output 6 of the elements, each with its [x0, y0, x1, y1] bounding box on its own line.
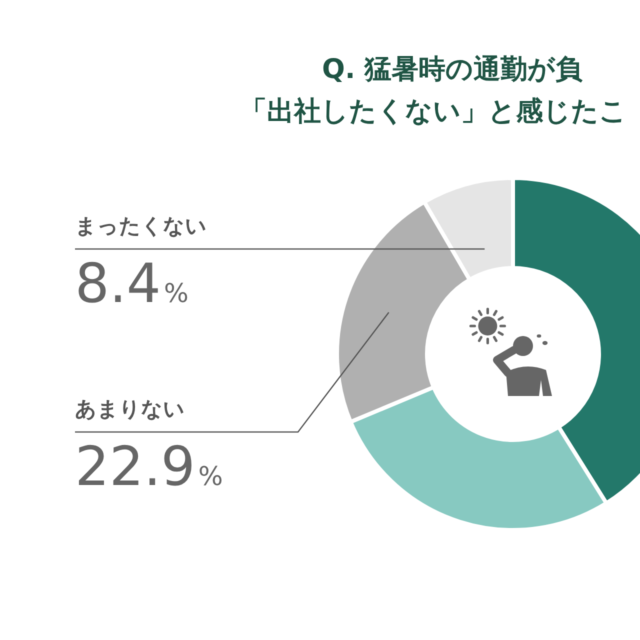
slice-label: まったくない [75, 214, 207, 238]
chart-title: Q. 猛暑時の通勤が負 [322, 54, 584, 85]
data-label: 8.4% [75, 252, 189, 315]
chart-subtitle: 「出社したくない」と感じたこ [240, 96, 627, 127]
slice-label: あまりない [75, 397, 185, 421]
data-label: 22.9% [75, 435, 223, 498]
